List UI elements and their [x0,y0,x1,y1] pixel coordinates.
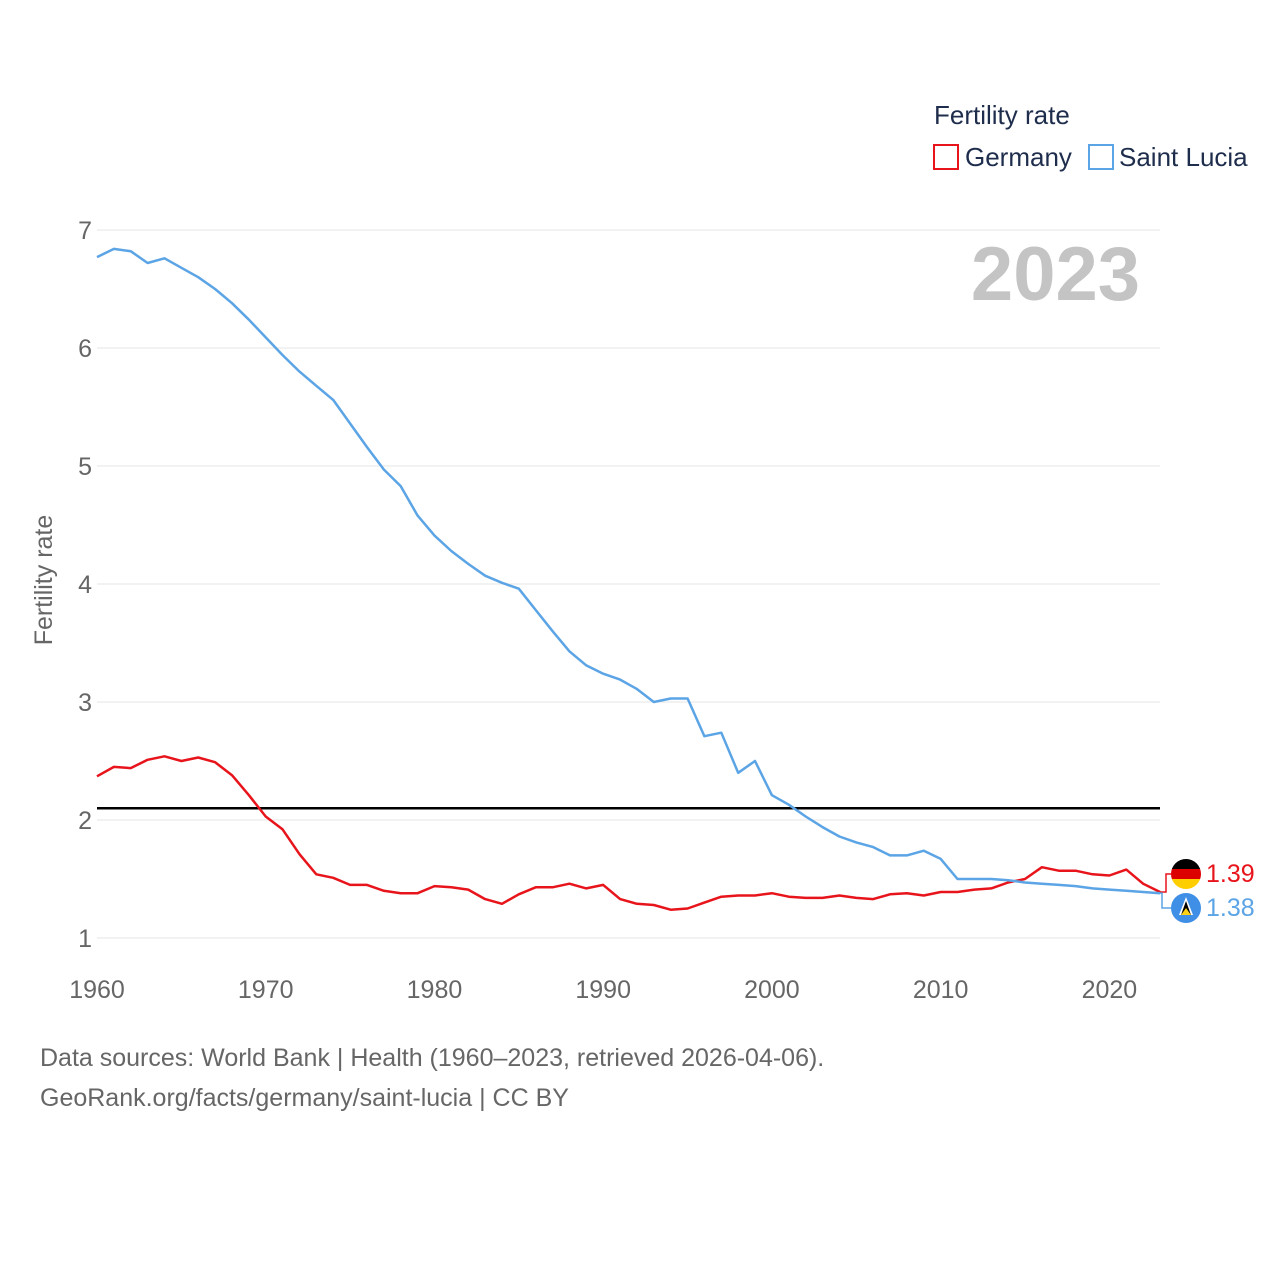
year-label: 2023 [971,232,1140,317]
legend-swatch-germany[interactable] [933,144,959,170]
y-axis-ticks: 1 2 3 4 5 6 7 [78,217,92,953]
legend-label-germany[interactable]: Germany [965,142,1072,172]
legend: Fertility rate Germany Saint Lucia [933,100,1248,172]
x-tick-label: 1980 [407,976,463,1004]
saint-lucia-flag-icon [1171,893,1201,923]
end-value-saint-lucia: 1.38 [1206,894,1255,922]
end-value-germany: 1.39 [1206,860,1255,888]
grid-lines [97,229,1160,939]
series-line-germany[interactable] [96,755,1161,911]
y-tick-label: 3 [78,689,92,717]
legend-label-saint-lucia[interactable]: Saint Lucia [1119,142,1248,172]
y-axis-label: Fertility rate [30,515,58,646]
legend-title: Fertility rate [934,100,1070,130]
legend-swatch-saint-lucia[interactable] [1088,144,1114,170]
x-tick-label: 1990 [575,976,631,1004]
end-markers: 1.39 1.38 [1160,859,1255,923]
series-line-saint-lucia[interactable] [96,247,1161,895]
germany-flag-icon [1171,859,1201,889]
x-tick-label: 1960 [69,976,125,1004]
y-tick-label: 2 [78,807,92,835]
x-tick-label: 2020 [1082,976,1138,1004]
x-axis-ticks: 1960 1970 1980 1990 2000 2010 2020 [69,976,1137,1004]
y-tick-label: 1 [78,925,92,953]
series-group [96,247,1161,911]
x-tick-label: 2000 [744,976,800,1004]
end-connector-germany [1160,873,1172,893]
y-tick-label: 7 [78,217,92,245]
y-tick-label: 5 [78,453,92,481]
y-tick-label: 4 [78,571,92,599]
y-tick-label: 6 [78,335,92,363]
fertility-rate-chart: 1 2 3 4 5 6 7 1960 1970 1980 1990 2000 2010 2020 Fer… [30,100,1255,1004]
footer-sources: Data sources: World Bank | Health (1960–… [40,1044,825,1072]
end-connector-saint-lucia [1160,892,1172,909]
x-tick-label: 2010 [913,976,969,1004]
x-tick-label: 1970 [238,976,294,1004]
footer-attribution[interactable]: GeoRank.org/facts/germany/saint-lucia | … [40,1084,569,1112]
